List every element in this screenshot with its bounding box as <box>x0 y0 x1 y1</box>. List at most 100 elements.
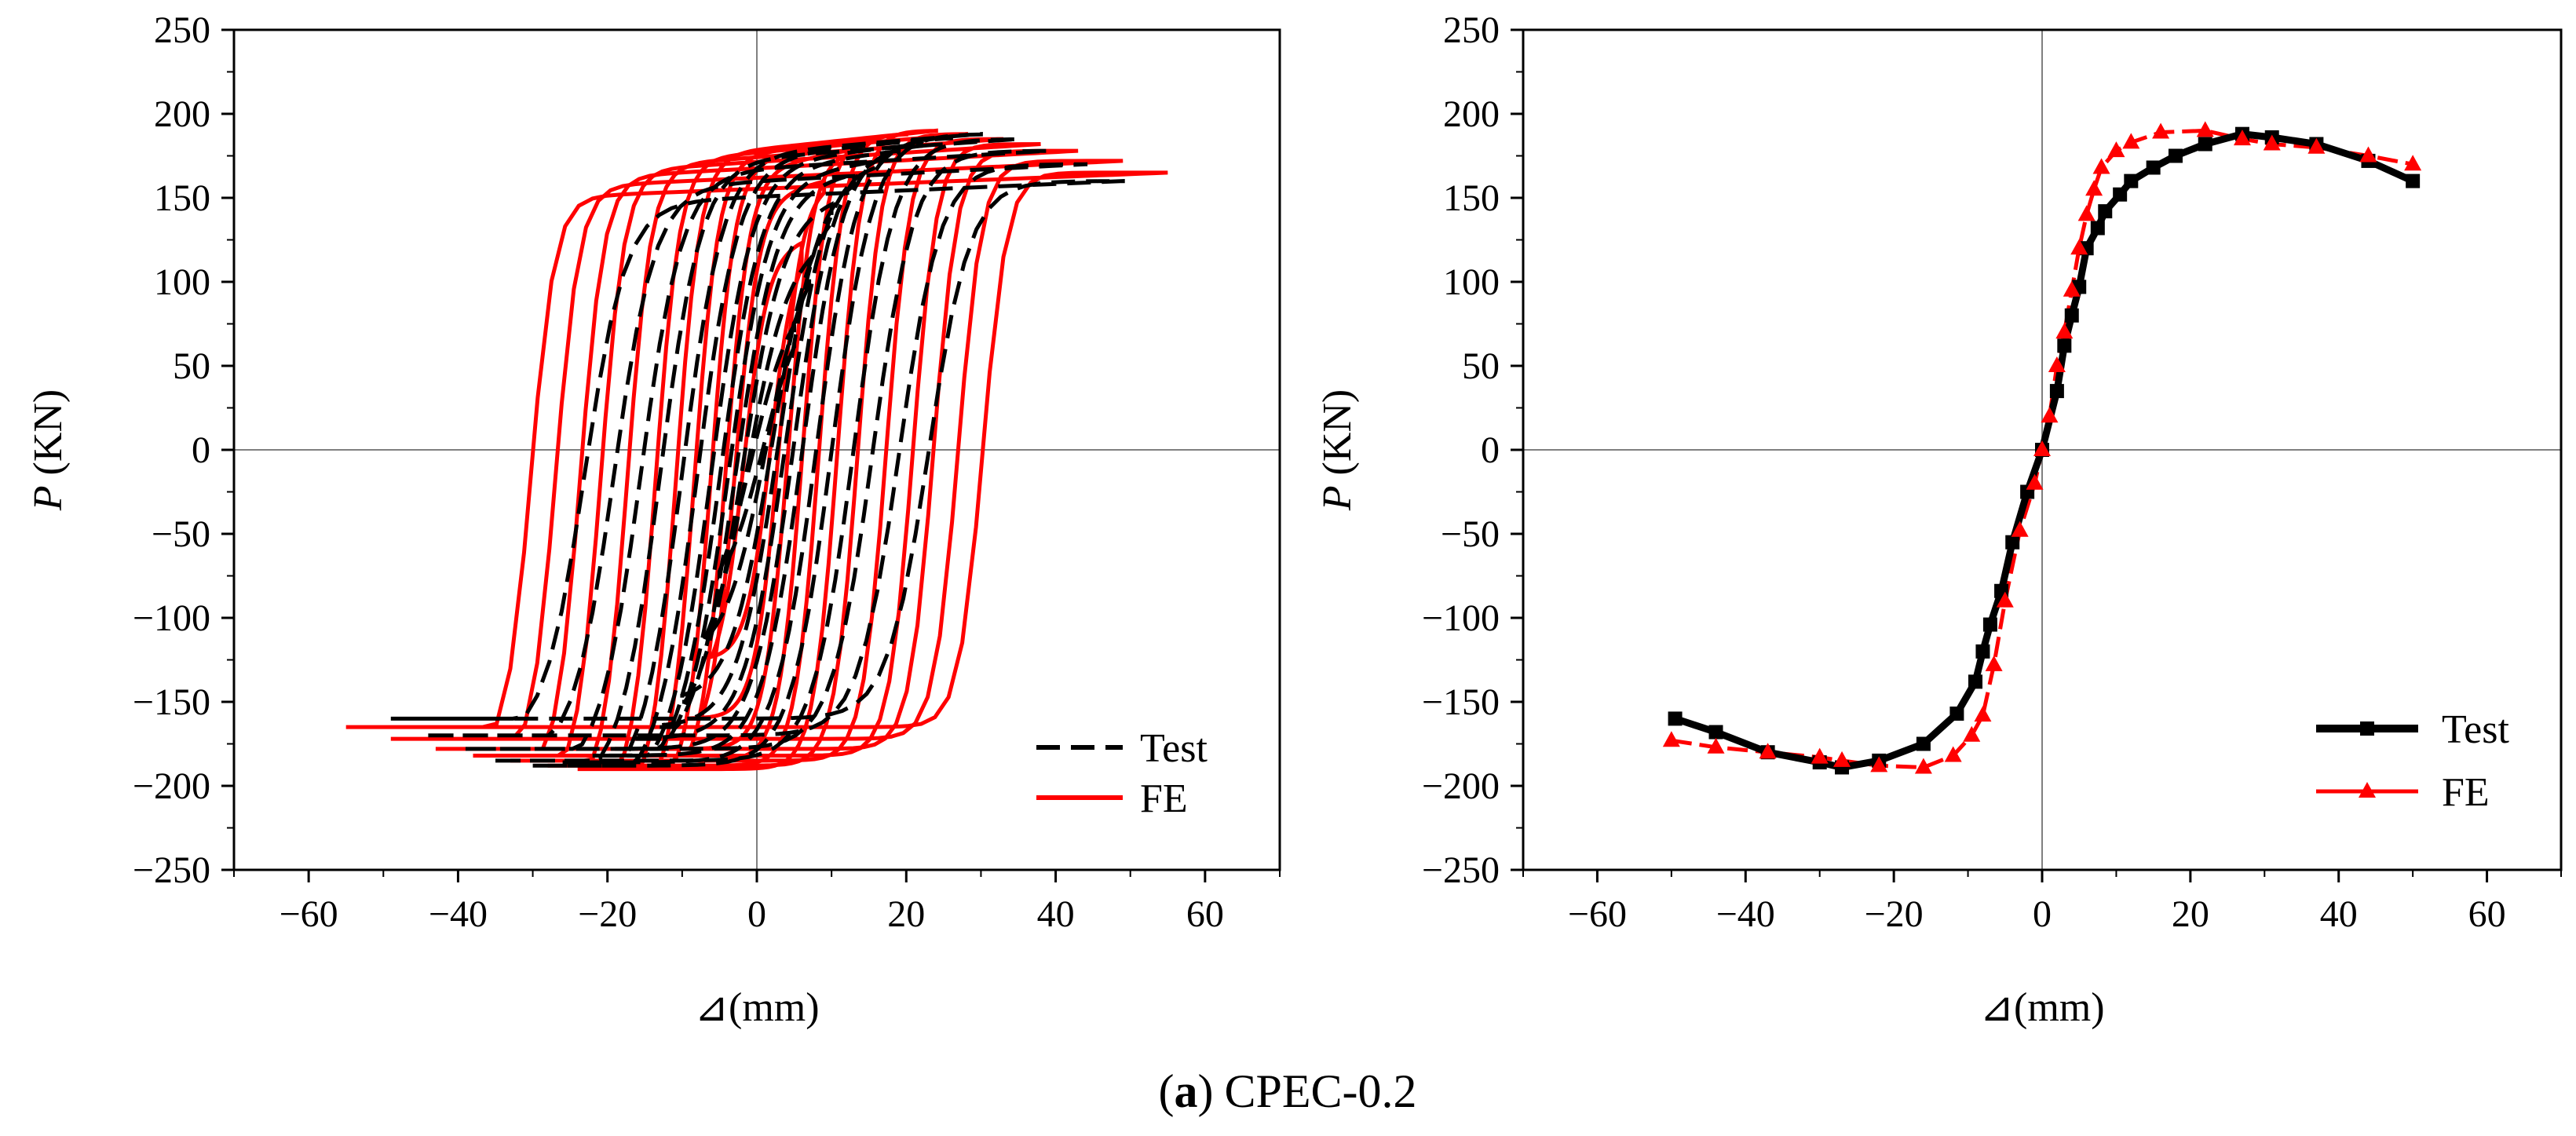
fe-point <box>2359 146 2377 163</box>
x-tick-label: −20 <box>1865 893 1924 935</box>
test-point <box>1708 725 1723 740</box>
y-tick-label: −100 <box>133 597 210 639</box>
x-tick-label: 20 <box>2172 893 2209 935</box>
skeleton-panel: −60 −40 −20 0 20 40 60250200150100500−50−100−1… <box>1315 9 2563 1030</box>
fe-point <box>1833 751 1851 767</box>
x-tick-label: 0 <box>2033 893 2052 935</box>
fe-point <box>1662 731 1680 747</box>
fe-point <box>2152 122 2170 139</box>
fe-point <box>1707 737 1725 754</box>
caption-text: CPEC-0.2 <box>1224 1065 1416 1117</box>
test-loop <box>680 201 834 704</box>
caption-label: a <box>1174 1065 1197 1117</box>
fe-point <box>2122 133 2140 149</box>
test-loop <box>702 254 812 645</box>
y-tick-label: 200 <box>1443 93 1500 135</box>
fe-point <box>2077 205 2096 221</box>
fe-point <box>2404 155 2422 171</box>
fe-point <box>2063 280 2081 297</box>
x-tick-label: −40 <box>1716 893 1775 935</box>
x-tick-label: 0 <box>747 893 766 935</box>
x-axis-title: ⊿(mm) <box>1979 985 2104 1030</box>
x-tick-label: −40 <box>429 893 488 935</box>
fe-point <box>2011 521 2029 537</box>
y-tick-label: 50 <box>173 345 210 387</box>
x-tick-label: 20 <box>887 893 925 935</box>
y-tick-label: −250 <box>1422 849 1500 891</box>
y-tick-label: 150 <box>154 177 210 219</box>
fe-point <box>1963 725 1981 742</box>
fe-point <box>2263 134 2281 151</box>
caption-open-paren: ( <box>1158 1065 1174 1117</box>
test-loop <box>635 159 879 741</box>
test-point <box>2198 137 2212 152</box>
legend-test-label: Test <box>1140 726 1208 771</box>
x-axis-title: ⊿(mm) <box>694 985 819 1030</box>
legend-fe-label: FE <box>2442 770 2490 815</box>
y-tick-label: −150 <box>133 681 210 723</box>
y-tick-label: −50 <box>152 513 210 555</box>
test-loop <box>495 137 1021 763</box>
caption-close-paren: ) <box>1197 1065 1213 1117</box>
y-tick-label: 100 <box>154 261 210 303</box>
test-point <box>2049 384 2064 399</box>
y-tick-label: 250 <box>1443 9 1500 51</box>
legend-test-label: Test <box>2442 707 2509 752</box>
test-loop <box>612 148 901 751</box>
test-point <box>2064 308 2079 323</box>
test-point <box>2406 174 2421 188</box>
test-point <box>2090 221 2105 236</box>
fe-point <box>2092 158 2110 174</box>
test-point <box>2168 148 2183 163</box>
fe-point <box>2070 239 2088 255</box>
test-point <box>2113 187 2128 202</box>
fe-point <box>2085 180 2103 196</box>
fe-point <box>1985 655 2003 671</box>
x-tick-label: 40 <box>2320 893 2358 935</box>
y-tick-label: −100 <box>1422 597 1500 639</box>
y-tick-label: 0 <box>192 429 210 471</box>
test-point <box>1949 706 1964 721</box>
y-tick-label: −50 <box>1441 513 1500 555</box>
fe-point <box>1759 743 1777 759</box>
test-point <box>2098 204 2113 219</box>
y-tick-label: 100 <box>1443 261 1500 303</box>
y-axis-title-var: P <box>26 485 71 511</box>
y-tick-label: −200 <box>133 765 210 807</box>
x-tick-label: −20 <box>578 893 637 935</box>
test-point <box>2005 535 2020 550</box>
fe-point <box>1870 756 1888 773</box>
fe-point <box>1974 706 1992 722</box>
loop-series-group <box>345 128 1168 772</box>
y-axis-title: P (KN) <box>1315 389 1360 512</box>
fe-loop <box>345 170 1168 729</box>
y-tick-label: −200 <box>1422 765 1500 807</box>
x-tick-label: −60 <box>1568 893 1627 935</box>
fe-point <box>2107 141 2125 158</box>
test-point <box>1982 617 1997 632</box>
legend-fe-label: FE <box>1140 776 1188 821</box>
figure-caption: (a) CPEC-0.2 <box>1158 1065 1416 1117</box>
fe-point <box>2033 440 2051 456</box>
x-tick-label: 40 <box>1037 893 1075 935</box>
fe-point <box>2026 473 2044 490</box>
y-tick-label: 200 <box>154 93 210 135</box>
test-point <box>1668 711 1683 726</box>
fe-point <box>2307 137 2326 154</box>
test-point <box>2146 160 2161 175</box>
fe-point <box>2041 407 2059 423</box>
test-loop <box>532 131 983 768</box>
test-loop <box>390 178 1125 721</box>
y-tick-label: −150 <box>1422 681 1500 723</box>
y-axis-title-unit: (KN) <box>26 389 71 486</box>
fe-point <box>2048 356 2066 372</box>
test-loop <box>465 148 1050 751</box>
x-tick-label: −60 <box>280 893 338 935</box>
test-point <box>1916 736 1931 751</box>
fe-point <box>2055 323 2074 339</box>
fe-point <box>1811 747 1829 764</box>
y-tick-label: −250 <box>133 849 210 891</box>
test-point <box>1968 674 1983 689</box>
hysteresis-panel: −60 −40 −20 0 20 40 60250200150100500−50−100−1… <box>26 9 1281 1030</box>
